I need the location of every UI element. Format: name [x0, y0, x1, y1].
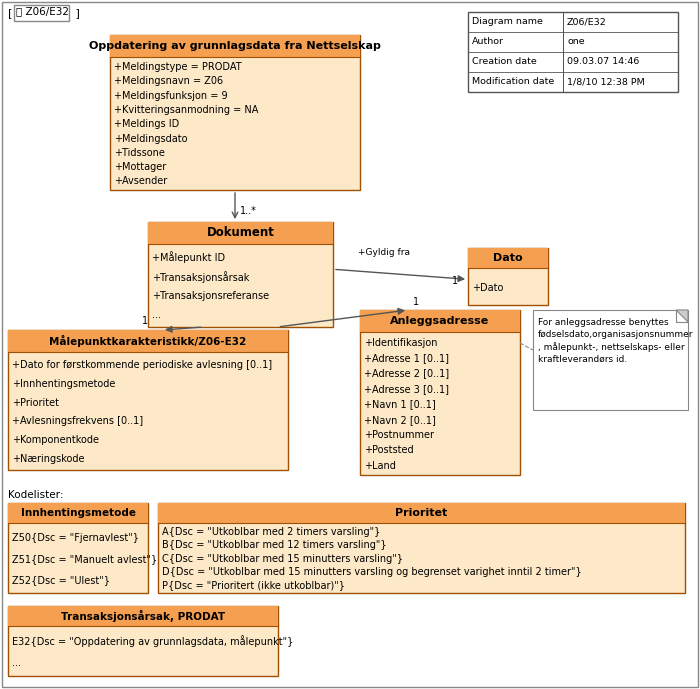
Bar [8, 503, 148, 593]
Text: Oppdatering av grunnlagsdata fra Nettselskap: Oppdatering av grunnlagsdata fra Nettsel… [89, 41, 381, 51]
Text: A{Dsc = "Utkoblbar med 2 timers varsling"}: A{Dsc = "Utkoblbar med 2 timers varsling… [162, 527, 380, 537]
Bar [468, 248, 548, 268]
Text: Anleggsadresse: Anleggsadresse [391, 316, 489, 326]
Text: D{Dsc = "Utkoblbar med 15 minutters varsling og begrenset varighet inntil 2 time: D{Dsc = "Utkoblbar med 15 minutters vars… [162, 567, 582, 577]
Text: +Mottager: +Mottager [114, 162, 167, 172]
Text: E32{Dsc = "Oppdatering av grunnlagsdata, målepunkt"}: E32{Dsc = "Oppdatering av grunnlagsdata,… [12, 635, 293, 647]
Text: 09.03.07 14:46: 09.03.07 14:46 [567, 57, 639, 67]
Text: +Meldingsnavn = Z06: +Meldingsnavn = Z06 [114, 76, 223, 86]
Text: ...: ... [12, 658, 21, 668]
Text: +Komponentkode: +Komponentkode [12, 435, 99, 445]
Bar [468, 248, 548, 305]
Bar [8, 606, 278, 626]
Polygon shape [676, 310, 688, 322]
Text: Z51{Dsc = "Manuelt avlest"}: Z51{Dsc = "Manuelt avlest"} [12, 554, 158, 564]
Bar [110, 35, 360, 190]
Bar [8, 330, 288, 352]
Text: +Meldingsfunksjon = 9: +Meldingsfunksjon = 9 [114, 91, 228, 101]
Text: ]: ] [72, 8, 80, 18]
Text: 1: 1 [413, 297, 419, 307]
Text: +Gyldig fra: +Gyldig fra [358, 248, 410, 257]
Text: 1: 1 [142, 316, 148, 326]
Bar [110, 35, 360, 57]
Text: 1: 1 [452, 276, 458, 287]
Text: Transaksjonsårsak, PRODAT: Transaksjonsårsak, PRODAT [61, 610, 225, 622]
Bar [8, 330, 288, 470]
Text: +Poststed: +Poststed [364, 445, 414, 455]
Text: Modification date: Modification date [472, 77, 554, 87]
Text: +Innhentingsmetode: +Innhentingsmetode [12, 379, 116, 389]
Text: +Næringskode: +Næringskode [12, 454, 85, 464]
Text: Diagram name: Diagram name [472, 17, 543, 26]
Bar [148, 222, 333, 327]
Text: +Dato for førstkommende periodiske avlesning [0..1]: +Dato for førstkommende periodiske avles… [12, 360, 272, 370]
Text: +Meldingsdato: +Meldingsdato [114, 134, 188, 143]
Text: +Avlesningsfrekvens [0..1]: +Avlesningsfrekvens [0..1] [12, 416, 143, 426]
Text: 图 Z06/E32: 图 Z06/E32 [16, 6, 69, 16]
Text: +Identifikasjon: +Identifikasjon [364, 338, 438, 348]
Text: Målepunktkarakteristikk/Z06-E32: Målepunktkarakteristikk/Z06-E32 [50, 335, 246, 347]
Text: +Meldings ID: +Meldings ID [114, 119, 179, 130]
Text: +Adresse 1 [0..1]: +Adresse 1 [0..1] [364, 353, 449, 363]
Bar [148, 222, 333, 244]
Text: +Adresse 3 [0..1]: +Adresse 3 [0..1] [364, 384, 449, 394]
Bar [158, 503, 685, 593]
Text: +Navn 2 [0..1]: +Navn 2 [0..1] [364, 415, 436, 424]
Bar [8, 606, 278, 676]
Text: [: [ [8, 8, 16, 18]
Text: Prioritet: Prioritet [395, 508, 447, 518]
Text: C{Dsc = "Utkoblbar med 15 minutters varsling"}: C{Dsc = "Utkoblbar med 15 minutters vars… [162, 554, 403, 564]
Text: 1..*: 1..* [240, 206, 257, 216]
Text: Z50{Dsc = "Fjernavlest"}: Z50{Dsc = "Fjernavlest"} [12, 533, 139, 543]
Text: B{Dsc = "Utkoblbar med 12 timers varsling"}: B{Dsc = "Utkoblbar med 12 timers varslin… [162, 540, 386, 551]
Text: Dokument: Dokument [206, 227, 274, 240]
Text: 1/8/10 12:38 PM: 1/8/10 12:38 PM [567, 77, 645, 87]
Text: +Adresse 2 [0..1]: +Adresse 2 [0..1] [364, 369, 449, 378]
Bar [158, 503, 685, 523]
Text: +Transaksjonsreferanse: +Transaksjonsreferanse [152, 291, 269, 301]
Text: +Navn 1 [0..1]: +Navn 1 [0..1] [364, 399, 435, 409]
Bar [360, 310, 520, 475]
Text: +Transaksjonsårsak: +Transaksjonsårsak [152, 271, 249, 282]
Text: Z52{Dsc = "Ulest"}: Z52{Dsc = "Ulest"} [12, 575, 110, 585]
Text: +Postnummer: +Postnummer [364, 430, 434, 440]
Text: +Prioritet: +Prioritet [12, 398, 59, 408]
Text: one: one [567, 37, 584, 46]
Text: Kodelister:: Kodelister: [8, 490, 64, 500]
Bar [8, 503, 148, 523]
Text: For anleggsadresse benyttes
fødselsdato,organisasjonsnummer
, målepunkt-, nettse: For anleggsadresse benyttes fødselsdato,… [538, 318, 694, 364]
Text: +Målepunkt ID: +Målepunkt ID [152, 251, 225, 263]
Text: ...: ... [152, 311, 161, 320]
Bar [14, 5, 69, 21]
Text: +Meldingstype = PRODAT: +Meldingstype = PRODAT [114, 62, 242, 72]
Text: +Kvitteringsanmodning = NA: +Kvitteringsanmodning = NA [114, 105, 258, 115]
Text: +Land: +Land [364, 461, 396, 471]
Text: Innhentingsmetode: Innhentingsmetode [20, 508, 136, 518]
Text: Creation date: Creation date [472, 57, 537, 67]
Bar [360, 310, 520, 332]
Bar [468, 12, 678, 92]
Text: +Dato: +Dato [472, 283, 503, 293]
Text: Dato: Dato [494, 253, 523, 263]
Text: +Tidssone: +Tidssone [114, 148, 165, 158]
Text: +Avsender: +Avsender [114, 176, 167, 187]
Text: Author: Author [472, 37, 504, 46]
Text: P{Dsc = "Prioritert (ikke utkoblbar)"}: P{Dsc = "Prioritert (ikke utkoblbar)"} [162, 580, 345, 590]
Bar [533, 310, 688, 410]
Text: Z06/E32: Z06/E32 [567, 17, 607, 26]
